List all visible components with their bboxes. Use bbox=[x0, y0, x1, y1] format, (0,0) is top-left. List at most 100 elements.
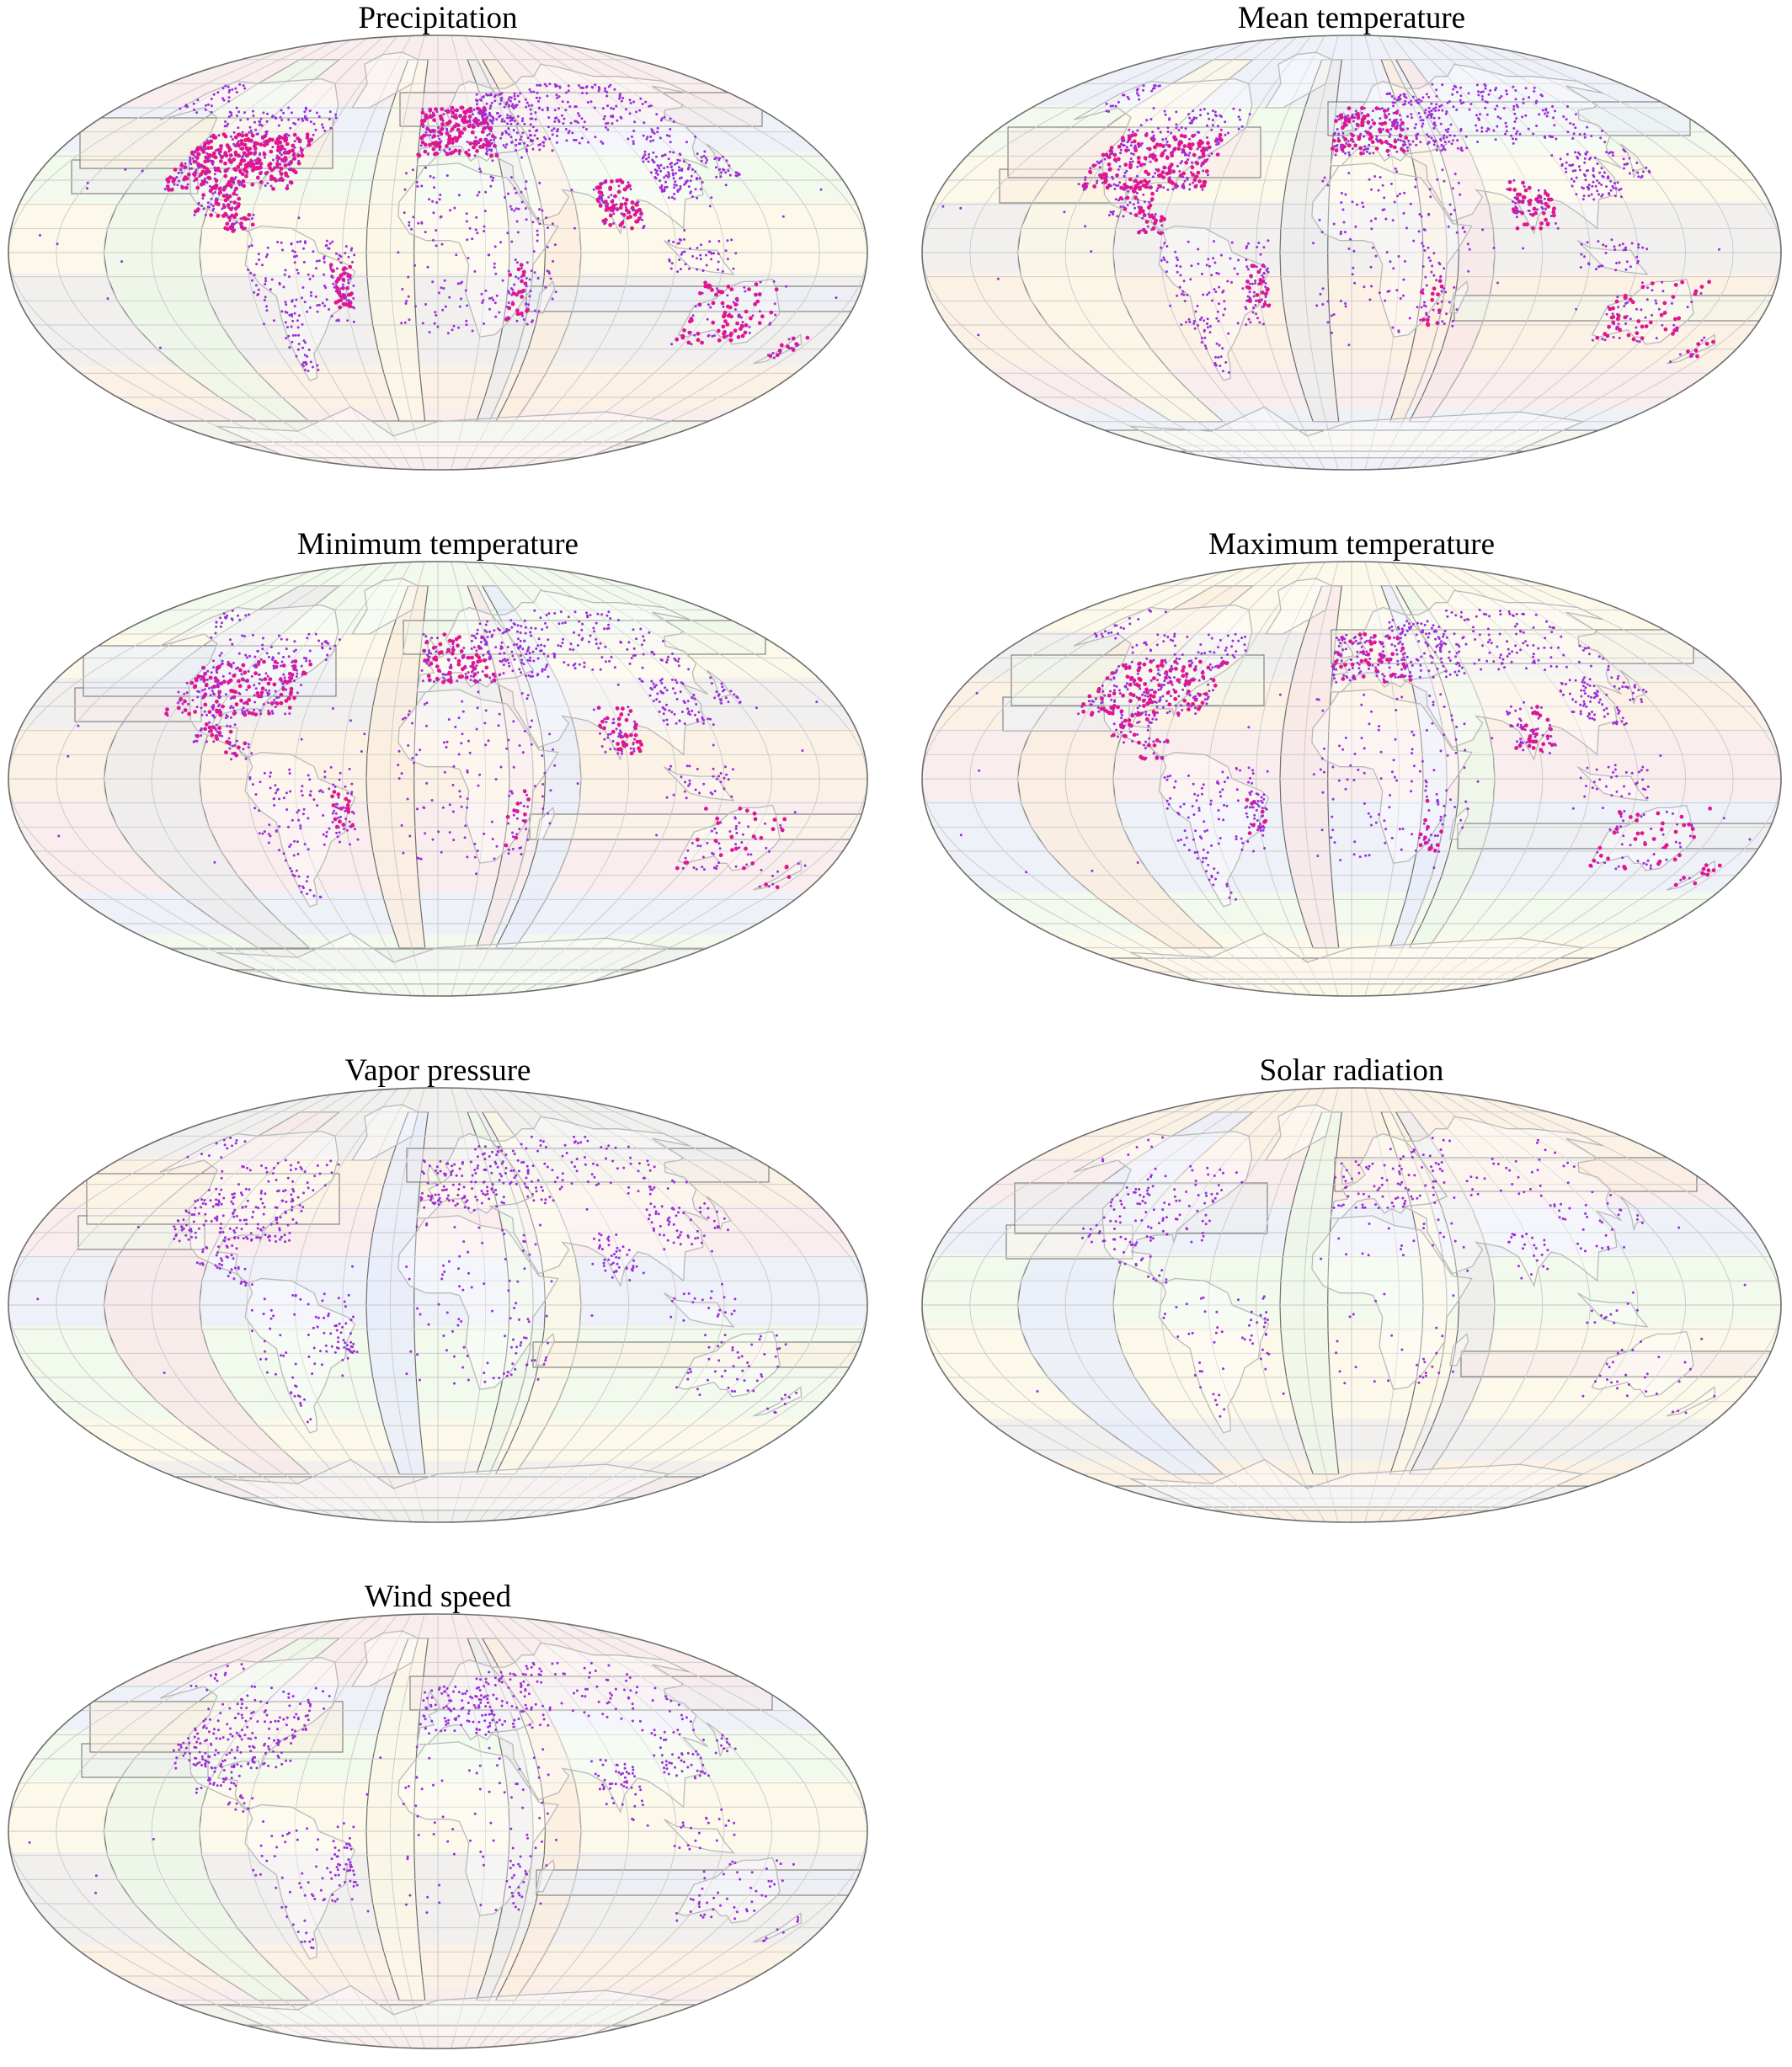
station-dot bbox=[1512, 85, 1515, 88]
station-dot bbox=[212, 93, 216, 96]
station-dot bbox=[835, 296, 838, 300]
station-dot bbox=[176, 701, 179, 705]
station-dot bbox=[1448, 100, 1451, 104]
station-dot bbox=[630, 226, 634, 231]
station-dot bbox=[272, 664, 275, 668]
station-dot bbox=[1230, 241, 1234, 244]
station-dot bbox=[228, 672, 232, 675]
station-dot bbox=[493, 262, 496, 265]
station-dot bbox=[606, 202, 610, 205]
station-dot bbox=[441, 308, 445, 312]
station-dot bbox=[520, 661, 524, 664]
station-dot bbox=[1693, 289, 1699, 294]
station-dot bbox=[525, 261, 529, 264]
station-dot bbox=[492, 176, 495, 179]
station-dot bbox=[541, 209, 544, 212]
station-dot bbox=[597, 189, 602, 194]
station-dot bbox=[1505, 130, 1508, 133]
station-dot bbox=[1263, 300, 1267, 303]
station-dot bbox=[702, 718, 706, 722]
station-dot bbox=[1662, 301, 1667, 306]
station-dot bbox=[529, 290, 532, 293]
station-dot bbox=[1163, 167, 1166, 170]
station-dot bbox=[237, 691, 241, 695]
station-dot bbox=[210, 203, 213, 206]
station-dot bbox=[506, 122, 509, 125]
station-dot bbox=[1678, 353, 1682, 356]
station-dot bbox=[1538, 113, 1541, 116]
station-dot bbox=[334, 113, 338, 116]
station-dot bbox=[1337, 118, 1341, 121]
station-dot bbox=[679, 690, 682, 694]
station-dot bbox=[553, 109, 557, 112]
station-dot bbox=[583, 665, 586, 669]
station-dot bbox=[167, 181, 169, 184]
station-dot bbox=[293, 305, 296, 308]
meridian-line bbox=[464, 35, 534, 470]
station-dot bbox=[1135, 191, 1139, 194]
station-dot bbox=[329, 268, 333, 271]
station-dot bbox=[1421, 119, 1425, 122]
station-dot bbox=[263, 299, 266, 301]
station-dot bbox=[124, 168, 127, 171]
station-dot bbox=[565, 91, 568, 94]
station-dot bbox=[496, 111, 499, 115]
station-dot bbox=[632, 100, 636, 104]
station-dot bbox=[348, 274, 352, 278]
station-dot bbox=[1521, 180, 1525, 185]
station-dot bbox=[291, 299, 294, 302]
station-dot bbox=[573, 120, 577, 123]
station-dot bbox=[1215, 271, 1219, 274]
station-dot bbox=[1504, 132, 1507, 136]
station-dot bbox=[524, 187, 527, 190]
station-dot bbox=[302, 657, 306, 659]
station-dot bbox=[774, 287, 779, 292]
station-dot bbox=[316, 310, 319, 313]
station-dot bbox=[1180, 292, 1183, 296]
station-dot bbox=[1399, 133, 1401, 136]
station-dot bbox=[670, 343, 674, 346]
station-dot bbox=[1521, 200, 1524, 204]
station-dot bbox=[1170, 131, 1173, 135]
station-dot bbox=[658, 710, 661, 713]
station-dot bbox=[173, 168, 178, 172]
station-dot bbox=[287, 676, 291, 679]
station-dot bbox=[1623, 315, 1628, 320]
station-dot bbox=[464, 150, 469, 155]
station-dot bbox=[595, 637, 598, 641]
station-dot bbox=[1401, 128, 1405, 131]
station-dot bbox=[446, 647, 451, 653]
station-dot bbox=[1394, 120, 1396, 123]
station-dot bbox=[1513, 112, 1517, 115]
station-dot bbox=[517, 142, 520, 146]
asia-coastline bbox=[489, 589, 709, 761]
station-dot bbox=[433, 322, 436, 325]
station-dot bbox=[228, 729, 233, 734]
station-dot bbox=[455, 108, 459, 113]
station-dot bbox=[1383, 109, 1387, 113]
station-dot bbox=[525, 101, 529, 104]
station-dot bbox=[439, 116, 444, 121]
station-dot bbox=[1185, 321, 1187, 324]
station-dot bbox=[1409, 143, 1412, 147]
station-dot bbox=[1129, 144, 1133, 147]
station-dot bbox=[1158, 184, 1163, 189]
station-dot bbox=[1201, 146, 1206, 151]
station-dot bbox=[1154, 218, 1158, 223]
station-dot bbox=[1384, 115, 1389, 120]
station-dot bbox=[608, 659, 611, 663]
station-dot bbox=[1194, 161, 1197, 164]
station-dot bbox=[1576, 155, 1579, 158]
station-dot bbox=[179, 163, 184, 168]
station-dot bbox=[1622, 248, 1625, 252]
station-dot bbox=[665, 718, 669, 722]
station-dot bbox=[1199, 109, 1203, 112]
station-dot bbox=[282, 673, 285, 676]
station-dot bbox=[1635, 162, 1639, 164]
station-dot bbox=[605, 205, 608, 207]
station-dot bbox=[1430, 102, 1433, 105]
station-dot bbox=[1216, 310, 1219, 313]
station-dot bbox=[634, 653, 637, 657]
station-dot bbox=[272, 667, 275, 670]
station-dot bbox=[195, 185, 200, 190]
